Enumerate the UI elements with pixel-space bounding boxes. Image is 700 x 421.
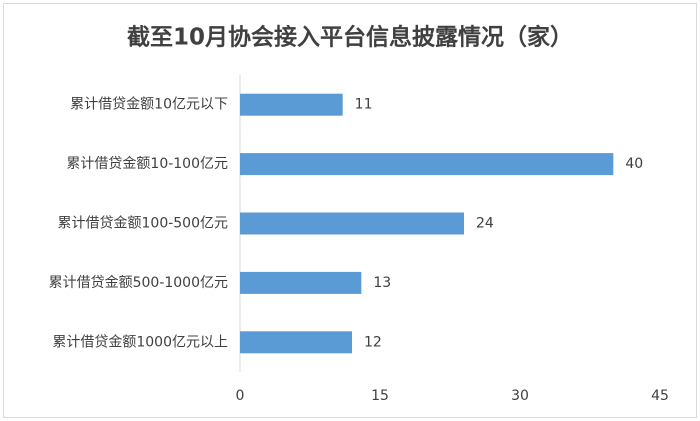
x-tick-label: 15 — [371, 388, 389, 404]
bar — [240, 93, 343, 116]
chart-title: 截至10月协会接入平台信息披露情况（家） — [127, 24, 573, 51]
bar — [240, 331, 352, 354]
y-tick-label: 累计借贷金额100-500亿元 — [58, 216, 229, 232]
data-label: 13 — [373, 275, 391, 291]
x-tick-label: 0 — [236, 388, 245, 404]
chart-border — [3, 3, 697, 418]
y-tick-label: 累计借贷金额10-100亿元 — [66, 156, 228, 172]
y-tick-label: 累计借贷金额1000亿元以上 — [52, 334, 228, 350]
bar — [240, 271, 362, 294]
bar — [240, 153, 614, 176]
y-tick-label: 累计借贷金额10亿元以下 — [70, 97, 228, 113]
bar — [240, 212, 464, 235]
data-label: 11 — [355, 97, 373, 113]
x-tick-label: 30 — [511, 388, 529, 404]
data-label: 24 — [476, 216, 494, 232]
y-tick-label: 累计借贷金额500-1000亿元 — [49, 275, 228, 291]
data-label: 40 — [625, 156, 643, 172]
data-label: 12 — [364, 334, 382, 350]
x-tick-label: 45 — [651, 388, 669, 404]
